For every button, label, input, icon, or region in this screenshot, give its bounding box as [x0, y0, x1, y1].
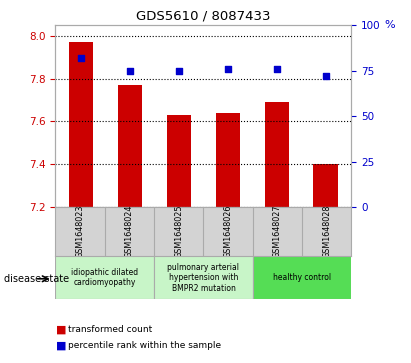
Point: [274, 66, 280, 72]
Text: pulmonary arterial
hypertension with
BMPR2 mutation: pulmonary arterial hypertension with BMP…: [167, 263, 240, 293]
Bar: [216, 113, 240, 207]
Bar: [55, 256, 154, 299]
Text: ■: ■: [55, 324, 66, 334]
Point: [323, 73, 329, 79]
Text: idiopathic dilated
cardiomyopathy: idiopathic dilated cardiomyopathy: [71, 268, 139, 287]
Bar: [314, 164, 338, 207]
Bar: [154, 256, 253, 299]
Text: healthy control: healthy control: [273, 273, 331, 282]
Text: GSM1648028: GSM1648028: [322, 205, 331, 258]
Text: GSM1648023: GSM1648023: [76, 205, 85, 258]
Text: GSM1648027: GSM1648027: [273, 205, 282, 258]
Text: disease state: disease state: [4, 274, 69, 284]
Text: percentile rank within the sample: percentile rank within the sample: [68, 341, 221, 350]
Point: [225, 66, 231, 72]
Text: ■: ■: [55, 340, 66, 351]
Bar: [69, 42, 93, 207]
Title: GDS5610 / 8087433: GDS5610 / 8087433: [136, 10, 271, 23]
Bar: [167, 115, 191, 207]
Point: [78, 55, 84, 61]
Point: [127, 68, 133, 74]
Text: GSM1648025: GSM1648025: [174, 205, 183, 258]
Bar: [265, 102, 289, 207]
Point: [175, 68, 182, 74]
Text: transformed count: transformed count: [68, 325, 152, 334]
Y-axis label: %: %: [385, 20, 395, 30]
Text: GSM1648024: GSM1648024: [125, 205, 134, 258]
Bar: [118, 85, 142, 207]
Text: GSM1648026: GSM1648026: [224, 205, 233, 258]
Bar: [253, 256, 351, 299]
